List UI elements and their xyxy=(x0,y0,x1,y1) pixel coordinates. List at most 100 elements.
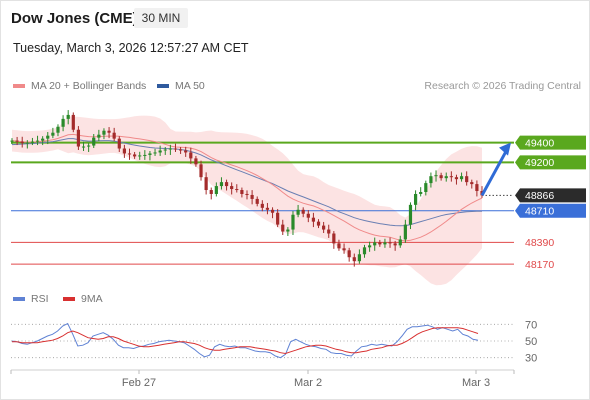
candle-body xyxy=(189,152,193,159)
level-label-49200: 49200 xyxy=(525,157,554,169)
ma50-swatch-icon xyxy=(157,84,169,88)
candle-body xyxy=(153,152,157,154)
legend-ma20-label: MA 20 + Bollinger Bands xyxy=(31,80,147,92)
projection-arrow xyxy=(480,148,509,197)
legend-rsi-ma-label: 9MA xyxy=(81,293,103,305)
candle-body xyxy=(51,132,55,136)
candle-body xyxy=(199,164,203,178)
candle-body xyxy=(429,176,433,184)
level-label-49400: 49400 xyxy=(525,137,554,149)
candle-body xyxy=(81,146,86,148)
candle-body xyxy=(127,153,132,155)
legend-ma20: MA 20 + Bollinger Bands xyxy=(13,80,146,92)
projection-arrow-head-icon xyxy=(499,142,511,156)
legend-rsi-ma: 9MA xyxy=(63,293,103,305)
rsi-ma-line xyxy=(12,327,479,355)
legend-rsi: RSI xyxy=(13,293,49,305)
candle-body xyxy=(71,114,75,130)
candle-body xyxy=(117,138,121,149)
rsi-tick-label: 50 xyxy=(525,336,537,348)
candle-body xyxy=(61,118,65,127)
candle-body xyxy=(194,158,198,165)
candle-body xyxy=(97,134,101,138)
candle-body xyxy=(470,182,474,185)
candle-body xyxy=(250,194,254,199)
level-label-48170: 48170 xyxy=(525,259,554,271)
candle-body xyxy=(281,224,285,232)
candle-body xyxy=(352,257,356,262)
candle-body xyxy=(168,148,172,150)
candle-body xyxy=(413,193,418,205)
candle-body xyxy=(393,243,397,246)
candle-body xyxy=(276,212,280,225)
candle-body xyxy=(316,221,321,226)
copyright-notice: Research © 2026 Trading Central xyxy=(424,80,581,92)
rsi-tick-label: 70 xyxy=(525,319,537,331)
candle-body xyxy=(163,149,167,151)
level-label-bg-49400 xyxy=(515,135,586,150)
candle-body xyxy=(66,114,70,119)
candle-body xyxy=(56,126,60,133)
candle-body xyxy=(327,229,331,234)
candle-body xyxy=(434,175,438,177)
candle-body xyxy=(439,175,443,179)
level-label-48390: 48390 xyxy=(525,237,554,249)
candle-body xyxy=(465,176,469,183)
candle-body xyxy=(373,242,377,246)
candle-body xyxy=(337,243,341,249)
level-label-bg-49200 xyxy=(515,155,586,170)
candle-body xyxy=(107,130,111,133)
ma20-swatch-icon xyxy=(13,84,25,88)
candle-body xyxy=(204,177,208,191)
candle-body xyxy=(102,130,106,135)
candle-body xyxy=(15,140,19,142)
candle-body xyxy=(219,182,224,187)
candle-body xyxy=(230,186,234,190)
candle-body xyxy=(92,137,96,146)
candle-body xyxy=(347,250,351,258)
candle-body xyxy=(459,176,464,180)
candle-body xyxy=(25,142,29,144)
candle-body xyxy=(138,155,142,157)
level-label-48866: 48866 xyxy=(525,190,554,202)
candle-body xyxy=(158,150,162,153)
candle-body xyxy=(209,190,213,194)
candle-body xyxy=(378,242,382,245)
candle-body xyxy=(122,148,126,154)
legend-ma50-label: MA 50 xyxy=(175,80,205,92)
candle-body xyxy=(388,242,392,244)
level-label-bg-48710 xyxy=(515,203,586,218)
candle-body xyxy=(214,186,218,194)
candle-body xyxy=(10,140,14,142)
candle-body xyxy=(301,209,305,214)
candle-body xyxy=(311,217,316,222)
candle-body xyxy=(178,149,183,151)
candle-body xyxy=(224,182,229,187)
candle-body xyxy=(87,145,91,147)
timestamp: Tuesday, March 3, 2026 12:57:27 AM CET xyxy=(13,41,249,55)
candle-body xyxy=(383,242,387,245)
time-tick-label: Mar 2 xyxy=(294,377,322,389)
candle-body xyxy=(444,176,448,179)
candle-body xyxy=(475,184,479,192)
timeframe-badge[interactable]: 30 MIN xyxy=(134,8,188,28)
candle-body xyxy=(398,239,402,246)
candle-body xyxy=(342,248,346,251)
time-tick-label: Mar 3 xyxy=(462,377,490,389)
ma20-line xyxy=(11,133,483,242)
level-label-bg-48866 xyxy=(515,188,586,203)
candle-body xyxy=(255,198,259,204)
candle-body xyxy=(46,135,50,139)
legend-rsi-label: RSI xyxy=(31,293,49,305)
candle-body xyxy=(270,209,275,213)
candle-body xyxy=(41,138,45,141)
rsi-line xyxy=(11,322,479,359)
level-label-48710: 48710 xyxy=(525,206,554,218)
candle-body xyxy=(403,224,407,240)
legend-ma50: MA 50 xyxy=(157,80,205,92)
candle-body xyxy=(306,213,310,218)
candle-body xyxy=(424,183,428,192)
candle-body xyxy=(454,177,459,180)
bollinger-band xyxy=(12,115,482,286)
